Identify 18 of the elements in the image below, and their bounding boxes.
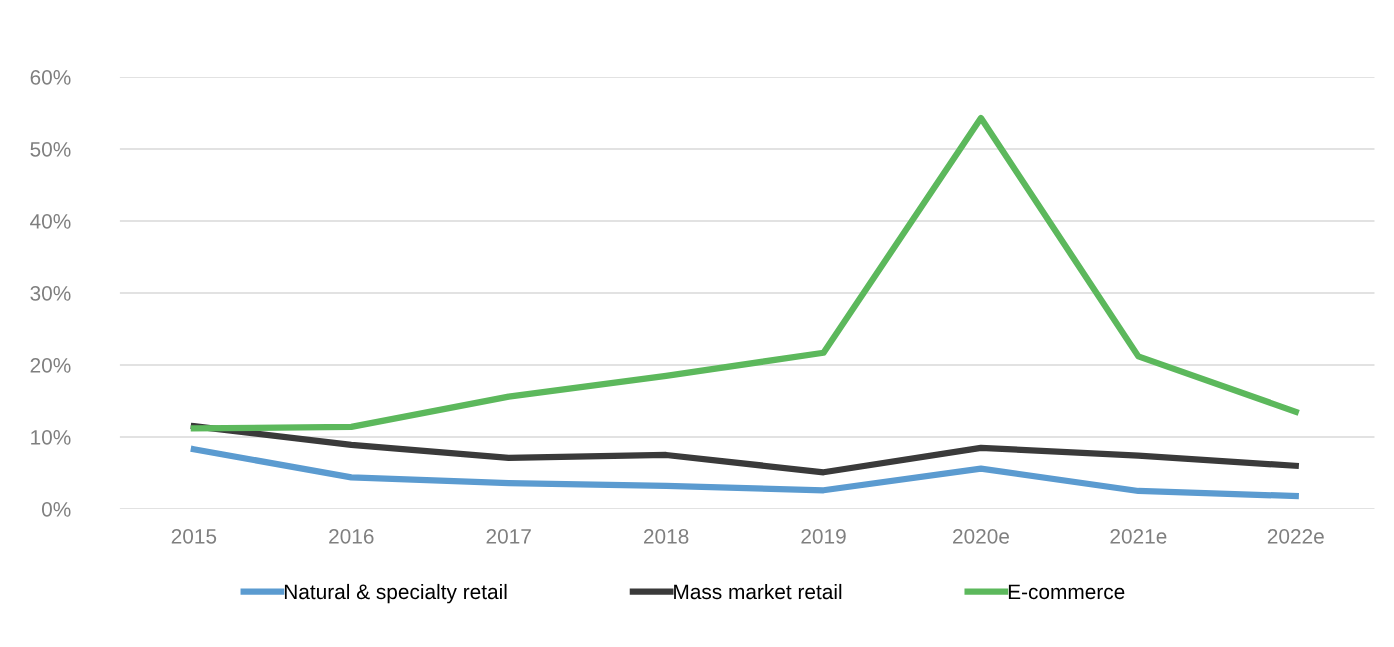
legend-label: Natural & specialty retail <box>284 583 507 604</box>
x-tick-label: 2021e <box>1110 528 1167 544</box>
y-tick-label: 10% <box>31 430 71 445</box>
legend-label: E-commerce <box>1008 584 1125 600</box>
x-tick-label: 2020e <box>953 528 1009 544</box>
x-tick-label: 2015 <box>171 528 217 544</box>
y-tick-label: 40% <box>30 213 71 229</box>
y-tick-label: 0% <box>41 502 71 517</box>
legend-label: Mass market retail <box>674 583 842 600</box>
x-tick-label: 2017 <box>486 528 531 544</box>
x-tick-label: 2019 <box>801 528 846 544</box>
x-tick-label: 2016 <box>329 528 374 544</box>
y-tick-label: 60% <box>30 69 71 85</box>
x-tick-label: 2018 <box>643 528 689 544</box>
y-tick-label: 20% <box>30 358 71 373</box>
y-tick-label: 50% <box>30 141 71 157</box>
y-tick-label: 30% <box>30 286 71 301</box>
x-tick-label: 2022e <box>1267 528 1324 544</box>
